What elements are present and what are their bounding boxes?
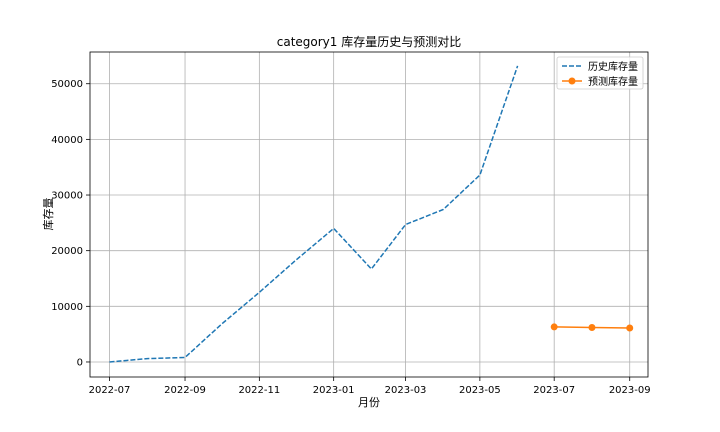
y-tick-label: 10000 <box>51 302 83 313</box>
series-layer <box>109 65 634 363</box>
x-tick-label: 2022-09 <box>164 385 206 396</box>
legend: 历史库存量 预测库存量 <box>556 56 644 90</box>
x-axis-label: 月份 <box>358 396 380 409</box>
x-tick-label: 2023-09 <box>609 385 651 396</box>
chart-title: category1 库存量历史与预测对比 <box>277 34 461 49</box>
plot-area <box>89 51 649 378</box>
series-line-0 <box>109 65 519 363</box>
y-tick-label: 0 <box>77 357 83 368</box>
y-tick-label: 40000 <box>51 135 83 146</box>
data-point <box>550 323 558 331</box>
data-point <box>626 324 634 332</box>
axis-ticks: 2022-07 2022-09 2022-11 2023-01 2023-03 2023-… <box>51 79 650 396</box>
y-tick-label: 20000 <box>51 246 83 257</box>
x-tick-label: 2022-07 <box>89 385 131 396</box>
x-tick-label: 2023-05 <box>459 385 501 396</box>
x-tick-label: 2023-07 <box>533 385 575 396</box>
x-tick-label: 2023-03 <box>385 385 427 396</box>
y-tick-label: 50000 <box>51 79 83 90</box>
data-point <box>588 323 596 331</box>
x-tick-label: 2023-01 <box>313 385 355 396</box>
legend-marker-forecast <box>568 77 576 85</box>
y-tick-label: 30000 <box>51 191 83 202</box>
grid <box>90 52 648 377</box>
legend-label-forecast: 预测库存量 <box>588 75 638 88</box>
x-tick-label: 2022-11 <box>238 385 280 396</box>
legend-label-history: 历史库存量 <box>588 60 638 73</box>
y-axis-label: 库存量 <box>41 198 55 231</box>
